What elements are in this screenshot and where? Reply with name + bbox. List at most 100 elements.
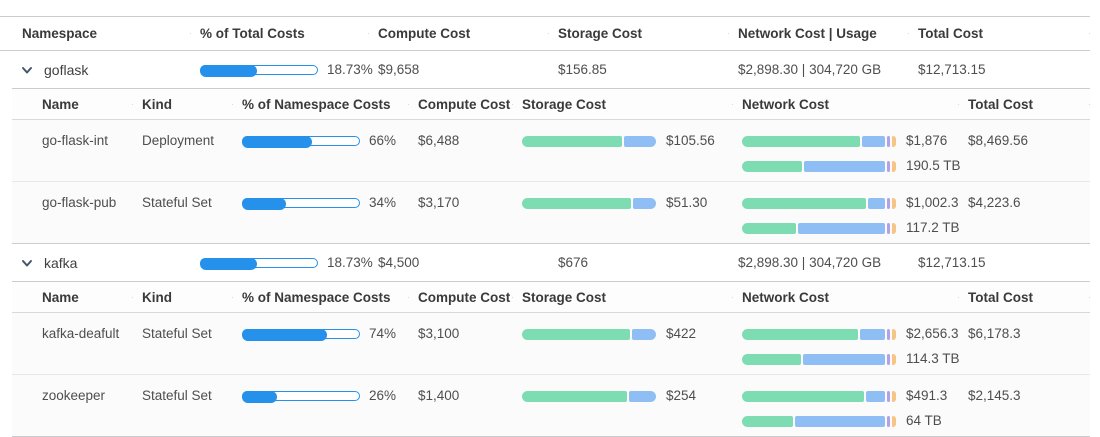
percent-progress-bar bbox=[200, 257, 318, 270]
network-usage-stacked-bar bbox=[742, 353, 897, 365]
workload-row: go-flask-pub Stateful Set 34% $3,170 $51… bbox=[12, 181, 1090, 243]
segment-green bbox=[742, 135, 860, 147]
segment-purple bbox=[887, 415, 891, 427]
segment-green bbox=[742, 415, 794, 427]
network-cost-label: $1,876 bbox=[906, 133, 948, 148]
workload-name: go-flask-int bbox=[42, 133, 109, 148]
percent-namespace-cell: 66% bbox=[232, 132, 408, 150]
percent-namespace-label: 66% bbox=[369, 133, 397, 148]
percent-progress-fill bbox=[242, 391, 277, 403]
segment-blue bbox=[802, 353, 886, 365]
percent-namespace-cell: 34% bbox=[232, 194, 408, 212]
storage-stacked-bar bbox=[522, 135, 657, 147]
namespace-row[interactable]: goflask 18.73% $9,658 $156.85 $2,898.30 … bbox=[0, 51, 1090, 88]
namespace-network-cost-usage: $2,898.30 | 304,720 GB bbox=[738, 62, 882, 77]
segment-green bbox=[522, 135, 622, 147]
storage-cost-label: $422 bbox=[666, 326, 697, 341]
storage-cost-cell: $51.30 bbox=[512, 194, 732, 212]
percent-progress-fill bbox=[242, 329, 327, 341]
percent-namespace-cell: 26% bbox=[232, 387, 408, 405]
network-usage-label: 190.5 TB bbox=[906, 158, 961, 173]
namespace-storage-cost: $156.85 bbox=[558, 62, 607, 77]
segment-green bbox=[742, 222, 797, 234]
storage-cost-label: $51.30 bbox=[666, 195, 708, 210]
namespace-compute-cost: $9,658 bbox=[378, 62, 420, 77]
network-cost-label: $2,656.3 bbox=[906, 326, 959, 341]
workload-row: kafka-deafult Stateful Set 74% $3,100 $4… bbox=[12, 313, 1090, 374]
segment-green bbox=[522, 328, 630, 340]
segment-green bbox=[522, 197, 632, 209]
namespace-name-cell: kafka bbox=[0, 255, 190, 271]
column-header: % of Namespace Costs bbox=[232, 290, 408, 305]
namespace-group: kafka 18.73% $4,500 $676 $2,898.30 | 304… bbox=[0, 244, 1100, 437]
percent-progress-fill bbox=[242, 136, 312, 148]
column-header: % of Total Costs bbox=[190, 26, 368, 41]
column-header: % of Namespace Costs bbox=[232, 97, 408, 112]
network-cost-stacked-bar bbox=[742, 135, 897, 147]
workload-total-cost: $6,178.3 bbox=[968, 326, 1021, 341]
network-cost-stacked-bar bbox=[742, 390, 897, 402]
namespace-group: goflask 18.73% $9,658 $156.85 $2,898.30 … bbox=[0, 51, 1100, 244]
namespace-total-cost: $12,713.15 bbox=[918, 62, 986, 77]
network-usage-line: 64 TB bbox=[742, 412, 958, 430]
segment-green bbox=[742, 353, 801, 365]
workload-total-cost: $4,223.6 bbox=[968, 195, 1021, 210]
column-header: Kind bbox=[132, 290, 232, 305]
network-usage-stacked-bar bbox=[742, 160, 897, 172]
namespace-network-cost-usage: $2,898.30 | 304,720 GB bbox=[738, 255, 882, 270]
network-usage-label: 64 TB bbox=[906, 413, 942, 428]
namespace-groups: goflask 18.73% $9,658 $156.85 $2,898.30 … bbox=[0, 51, 1100, 437]
namespace-compute-cost: $4,500 bbox=[378, 255, 420, 270]
workload-compute-cost: $6,488 bbox=[418, 133, 460, 148]
column-header: Total Cost bbox=[908, 26, 1090, 41]
network-cost-cell: $1,002.3 117.2 TB bbox=[732, 194, 960, 237]
network-cost-line: $1,002.3 bbox=[742, 194, 959, 212]
percent-progress-bar bbox=[242, 136, 360, 148]
storage-cost-label: $105.56 bbox=[666, 133, 715, 148]
column-header: Total Cost bbox=[958, 290, 1090, 305]
chevron-down-icon[interactable] bbox=[20, 63, 34, 77]
percent-total-cell: 18.73% bbox=[190, 255, 373, 270]
segment-blue bbox=[632, 328, 657, 340]
segment-green bbox=[742, 197, 866, 209]
segment-green bbox=[522, 390, 628, 402]
network-cost-cell: $491.3 64 TB bbox=[732, 387, 958, 430]
workload-table-header: Name Kind% of Namespace Costs Compute Cost… bbox=[12, 282, 1090, 313]
segment-green bbox=[742, 390, 865, 402]
segment-blue bbox=[623, 135, 657, 147]
segment-green bbox=[742, 160, 803, 172]
column-header: Network Cost bbox=[732, 97, 958, 112]
network-cost-stacked-bar bbox=[742, 197, 897, 209]
storage-cost-cell: $254 bbox=[512, 387, 732, 405]
chevron-down-icon[interactable] bbox=[20, 256, 34, 270]
segment-blue bbox=[795, 415, 886, 427]
namespace-table-header: Namespace % of Total Costs Compute Cost Sto… bbox=[0, 16, 1090, 51]
percent-progress-fill bbox=[200, 64, 257, 77]
namespace-total-cost: $12,713.15 bbox=[918, 255, 986, 270]
segment-blue bbox=[629, 390, 657, 402]
segment-orange bbox=[892, 353, 896, 365]
column-header: Compute Cost bbox=[408, 97, 512, 112]
storage-cost-cell: $422 bbox=[512, 325, 732, 343]
percent-progress-fill bbox=[242, 198, 287, 210]
segment-purple bbox=[887, 390, 891, 402]
percent-total-label: 18.73% bbox=[327, 62, 373, 77]
workload-compute-cost: $3,170 bbox=[418, 195, 460, 210]
column-header: Network Cost bbox=[732, 290, 958, 305]
percent-namespace-label: 34% bbox=[369, 195, 397, 210]
namespace-row[interactable]: kafka 18.73% $4,500 $676 $2,898.30 | 304… bbox=[0, 244, 1090, 281]
workload-compute-cost: $3,100 bbox=[418, 326, 460, 341]
workload-table-header: Name Kind% of Namespace Costs Compute Cost… bbox=[12, 89, 1090, 120]
segment-orange bbox=[892, 390, 896, 402]
workload-row: zookeeper Stateful Set 26% $1,400 $254 $… bbox=[12, 374, 1090, 436]
column-header: Namespace bbox=[22, 26, 98, 41]
column-header: Compute Cost bbox=[368, 26, 548, 41]
namespace-storage-cost: $676 bbox=[558, 255, 589, 270]
network-cost-label: $491.3 bbox=[906, 388, 948, 403]
workload-rows: kafka-deafult Stateful Set 74% $3,100 $4… bbox=[12, 313, 1090, 436]
segment-purple bbox=[887, 222, 891, 234]
percent-namespace-cell: 74% bbox=[232, 325, 408, 343]
segment-orange bbox=[892, 222, 897, 234]
percent-namespace-label: 74% bbox=[369, 326, 397, 341]
